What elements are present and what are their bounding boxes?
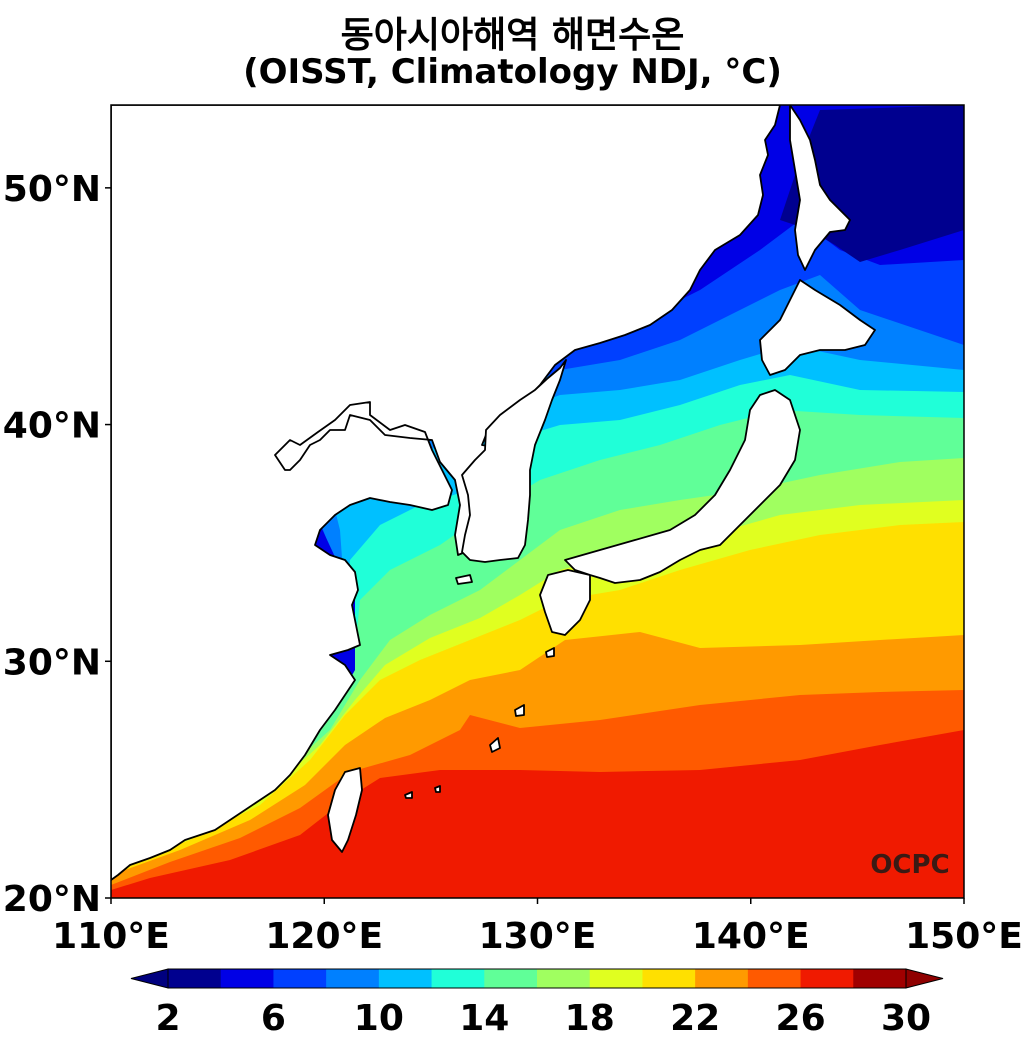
- colorbar-under-arrow: [130, 968, 169, 989]
- ryukyu-island-1: [489, 737, 501, 753]
- colorbar-tick-labels: 2 6 10 14 18 22 26 30: [155, 998, 931, 1039]
- colorbar-tick-label: 22: [670, 998, 720, 1039]
- colorbar-segment: [378, 969, 433, 988]
- lon-tick-label: 130°E: [479, 916, 597, 957]
- colorbar-segment: [695, 969, 749, 988]
- ryukyu-island-3: [545, 647, 555, 658]
- latitude-tick-labels: 50°N 40°N 30°N 20°N: [3, 169, 111, 920]
- asian-mainland: [111, 105, 781, 881]
- hokkaido: [759, 279, 876, 376]
- colorbar-tick-label: 18: [565, 998, 615, 1039]
- ryukyu-island-2: [514, 704, 525, 717]
- colorbar-segment: [484, 969, 538, 988]
- colorbar-segment: [642, 969, 696, 988]
- lon-tick-label: 150°E: [905, 916, 1023, 957]
- colorbar-segment: [747, 969, 802, 988]
- land-masses: [111, 105, 876, 881]
- colorbar-segment: [220, 969, 274, 988]
- sakhalin: [789, 105, 851, 271]
- taiwan: [327, 767, 363, 853]
- honshu-shikoku: [564, 389, 801, 584]
- colorbar-segment: [431, 969, 485, 988]
- lat-tick-label: 40°N: [3, 406, 101, 447]
- small-island-1: [404, 791, 413, 799]
- colorbar-tick-label: 6: [261, 998, 286, 1039]
- colorbar-tick-label: 2: [155, 998, 180, 1039]
- lon-tick-label: 120°E: [265, 916, 383, 957]
- kyushu-island: [539, 569, 591, 636]
- ocpc-watermark: OCPC: [870, 850, 949, 880]
- lat-tick-label: 50°N: [3, 169, 101, 210]
- map-subtitle: (OISST, Climatology NDJ, °C): [243, 52, 782, 92]
- korean-peninsula: [461, 359, 567, 563]
- colorbar-segment: [589, 969, 643, 988]
- colorbar-outline: [167, 968, 907, 989]
- colorbar-over-arrow: [905, 968, 944, 989]
- colorbar-segment: [800, 969, 854, 988]
- colorbar: [130, 968, 944, 989]
- lat-tick-label: 20°N: [3, 879, 101, 920]
- jeju-island: [455, 574, 473, 585]
- lon-tick-label: 140°E: [692, 916, 810, 957]
- map-title: 동아시아해역 해면수온: [340, 15, 685, 56]
- colorbar-segment: [273, 969, 327, 988]
- colorbar-tick-label: 30: [881, 998, 931, 1039]
- colorbar-segment: [537, 969, 591, 988]
- small-island-2: [434, 785, 441, 793]
- longitude-tick-labels: 110°E 120°E 130°E 140°E 150°E: [52, 898, 1023, 957]
- colorbar-tick-label: 10: [354, 998, 404, 1039]
- colorbar-tick-label: 14: [459, 998, 509, 1039]
- lat-tick-label: 30°N: [3, 642, 101, 683]
- colorbar-segment: [326, 969, 380, 988]
- colorbar-segment: [853, 969, 907, 988]
- lon-tick-label: 110°E: [52, 916, 170, 957]
- colorbar-tick-label: 26: [776, 998, 826, 1039]
- colorbar-segment: [168, 969, 222, 988]
